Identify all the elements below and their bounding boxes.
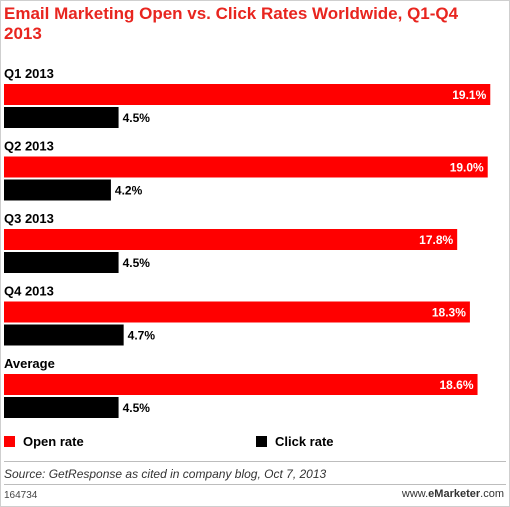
category-label-q4-2013: Q4 2013: [4, 284, 54, 299]
brand-prefix: www.: [401, 488, 429, 500]
brand-link[interactable]: www.eMarketer.com: [402, 488, 504, 500]
bar-chart: Q1 2013 19.1% 4.5% Q2 2013 19.0% 4.2% Q3 2013 1…: [4, 66, 491, 418]
legend-swatch-open-rate: [4, 436, 15, 447]
source-divider: [4, 461, 506, 462]
bar-click-rate-q4-2013: [4, 324, 124, 346]
data-label-open-rate-q2-2013: 19.0%: [450, 161, 484, 175]
legend-label-open-rate: Open rate: [23, 434, 84, 449]
chart-title: Email Marketing Open vs. Click Rates Wor…: [4, 4, 459, 43]
data-label-click-rate-average: 4.5%: [123, 401, 151, 415]
legend-open-rate: Open rate: [4, 434, 84, 449]
category-label-q1-2013: Q1 2013: [4, 66, 54, 81]
data-label-click-rate-q3-2013: 4.5%: [123, 256, 151, 270]
legend-swatch-click-rate: [256, 436, 267, 447]
category-label-q3-2013: Q3 2013: [4, 211, 54, 226]
category-label-average: Average: [4, 356, 55, 371]
bar-click-rate-q1-2013: [4, 107, 119, 128]
bar-open-rate-average: [4, 374, 478, 395]
bar-click-rate-q3-2013: [4, 252, 119, 273]
data-label-click-rate-q1-2013: 4.5%: [123, 111, 151, 125]
chart-id: 164734: [4, 490, 38, 501]
data-label-open-rate-q3-2013: 17.8%: [419, 233, 453, 247]
bar-open-rate-q3-2013: [4, 229, 458, 250]
category-label-q2-2013: Q2 2013: [4, 139, 54, 154]
data-label-open-rate-q4-2013: 18.3%: [432, 306, 466, 320]
source-note: Source: GetResponse as cited in company …: [4, 467, 327, 481]
data-label-open-rate-q1-2013: 19.1%: [452, 88, 486, 102]
data-label-open-rate-average: 18.6%: [440, 378, 474, 392]
bar-click-rate-average: [4, 397, 119, 418]
legend-click-rate: Click rate: [256, 434, 334, 449]
legend-label-click-rate: Click rate: [275, 434, 334, 449]
brand-suffix: .com: [480, 488, 504, 500]
data-label-click-rate-q4-2013: 4.7%: [128, 329, 156, 343]
bar-open-rate-q4-2013: [4, 301, 470, 323]
bar-click-rate-q2-2013: [4, 179, 111, 201]
bar-open-rate-q2-2013: [4, 156, 488, 178]
footer-divider: [4, 484, 506, 485]
bar-open-rate-q1-2013: [4, 84, 491, 105]
data-label-click-rate-q2-2013: 4.2%: [115, 184, 143, 198]
brand-name: eMarketer: [428, 488, 481, 500]
